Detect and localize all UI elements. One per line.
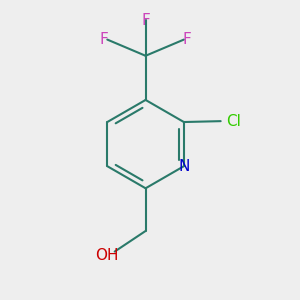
Text: F: F [141, 13, 150, 28]
Text: Cl: Cl [226, 114, 242, 129]
Text: OH: OH [96, 248, 119, 263]
Text: F: F [100, 32, 109, 47]
Text: N: N [178, 159, 190, 174]
Text: F: F [182, 32, 191, 47]
